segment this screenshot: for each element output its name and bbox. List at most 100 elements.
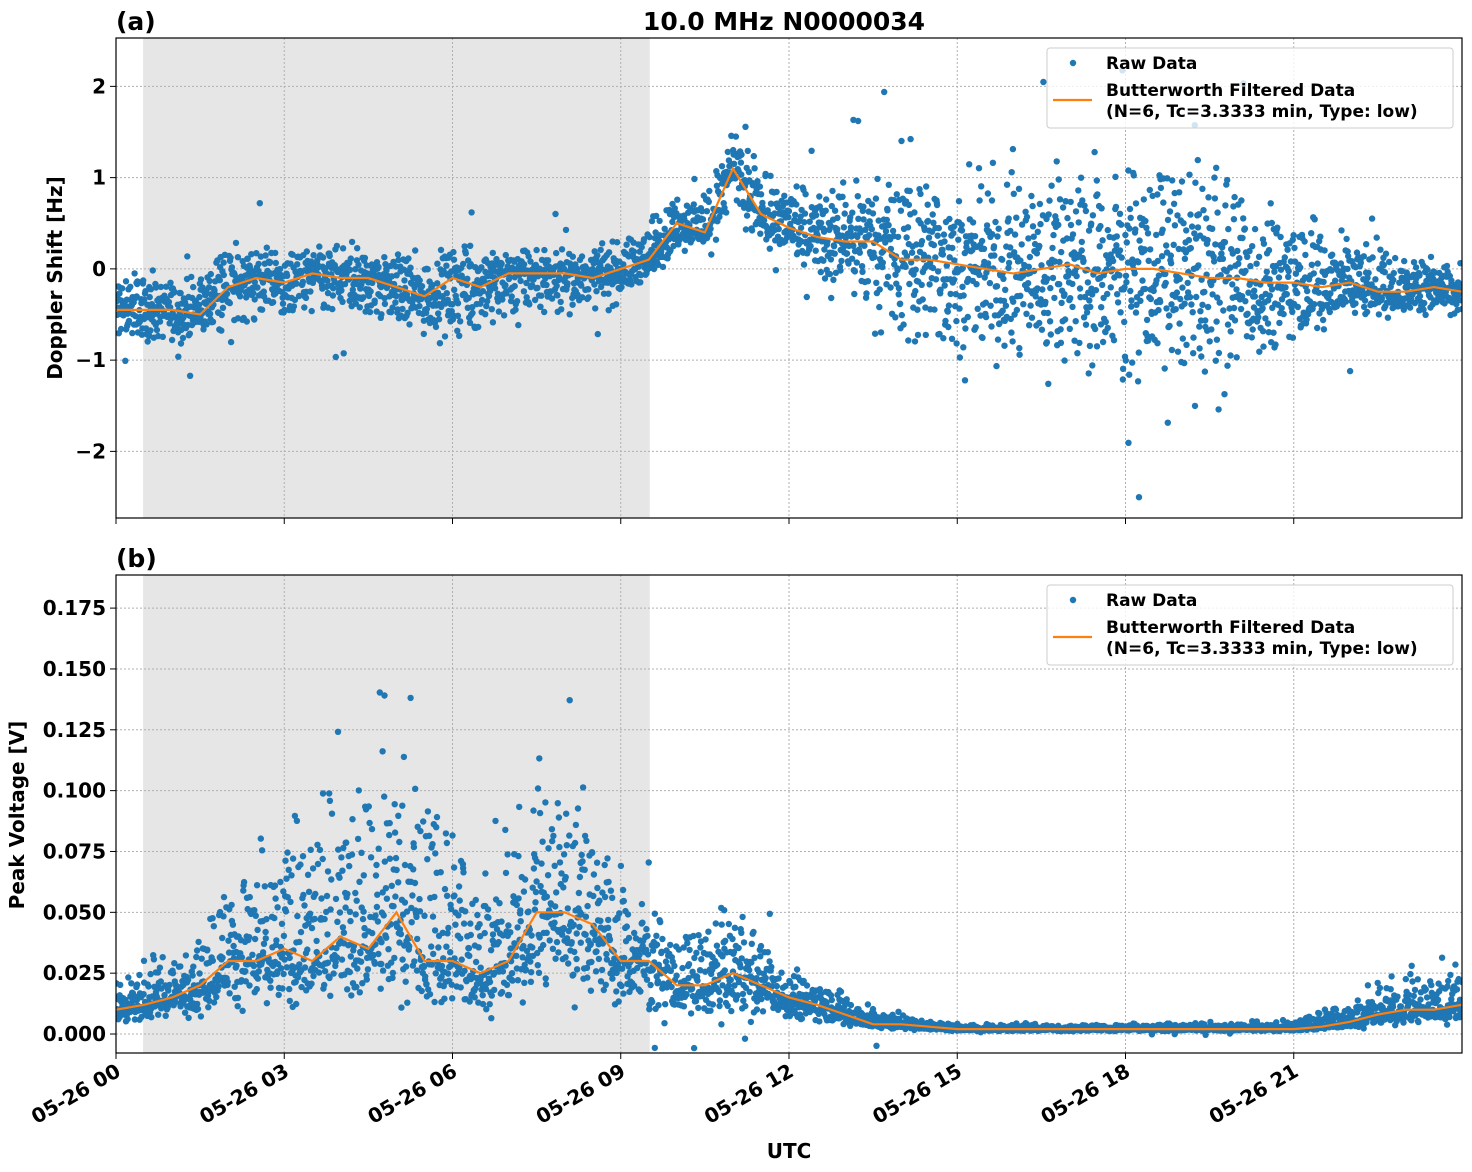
raw-data-point <box>431 998 438 1006</box>
raw-data-point <box>661 225 668 232</box>
raw-data-point <box>286 985 293 993</box>
raw-data-point <box>558 306 565 313</box>
raw-data-point <box>600 986 607 994</box>
raw-data-point <box>757 191 765 198</box>
raw-data-point <box>339 298 346 305</box>
raw-data-point <box>1342 298 1350 305</box>
raw-data-point <box>1112 203 1120 211</box>
raw-data-point <box>619 965 626 972</box>
raw-data-point <box>579 294 586 301</box>
raw-data-point <box>1089 362 1096 369</box>
raw-data-point <box>401 861 409 869</box>
raw-data-point <box>496 900 503 907</box>
raw-data-point <box>168 336 176 344</box>
raw-data-point <box>1319 316 1327 324</box>
raw-data-point <box>808 147 815 154</box>
raw-data-point <box>570 921 577 928</box>
raw-data-point <box>449 312 457 319</box>
raw-data-point <box>281 956 288 963</box>
raw-data-point <box>503 981 511 989</box>
raw-data-point <box>1046 197 1053 204</box>
raw-data-point <box>1121 318 1128 326</box>
raw-data-point <box>1129 256 1136 263</box>
raw-data-point <box>885 222 892 229</box>
raw-data-point <box>605 290 612 297</box>
raw-data-point <box>781 192 788 199</box>
raw-data-point <box>851 290 858 298</box>
raw-data-point <box>342 904 349 911</box>
raw-data-point <box>859 268 866 275</box>
raw-data-point <box>1055 176 1062 183</box>
raw-data-point <box>823 196 830 203</box>
raw-data-point <box>827 222 834 229</box>
raw-data-point <box>467 920 474 927</box>
raw-data-point <box>947 290 954 298</box>
raw-data-point <box>301 902 308 909</box>
raw-data-point <box>469 304 476 311</box>
raw-data-point <box>1196 323 1203 330</box>
raw-data-point <box>604 924 612 931</box>
raw-data-point <box>940 335 947 342</box>
raw-data-point <box>431 893 438 901</box>
raw-data-point <box>738 171 745 178</box>
raw-data-point <box>242 978 249 985</box>
raw-data-point <box>1248 334 1256 341</box>
raw-data-point <box>1344 265 1351 273</box>
raw-data-point <box>658 948 665 955</box>
raw-data-point <box>507 929 514 936</box>
raw-data-point <box>1231 193 1238 201</box>
raw-data-point <box>357 958 365 965</box>
raw-data-point <box>266 259 274 266</box>
raw-data-point <box>1069 303 1076 311</box>
raw-data-point <box>541 246 548 254</box>
raw-data-point <box>1186 171 1193 178</box>
raw-data-point <box>482 985 490 993</box>
raw-data-point <box>159 333 166 340</box>
raw-data-point <box>416 895 423 903</box>
raw-data-point <box>879 259 886 266</box>
raw-data-point <box>1229 281 1236 288</box>
raw-data-point <box>267 977 274 984</box>
raw-data-point <box>582 931 589 938</box>
raw-data-point <box>956 305 963 312</box>
raw-data-point <box>204 946 211 953</box>
raw-data-point <box>727 976 734 984</box>
raw-data-point <box>705 198 712 205</box>
raw-data-point <box>288 872 295 879</box>
raw-data-point <box>1123 279 1130 286</box>
raw-data-point <box>1202 317 1209 324</box>
raw-data-point <box>800 261 808 268</box>
raw-data-point <box>1000 297 1008 305</box>
raw-data-point <box>895 285 903 292</box>
raw-data-point <box>739 913 746 921</box>
raw-data-point <box>552 903 559 910</box>
raw-data-point <box>958 227 966 234</box>
raw-data-point <box>837 267 844 274</box>
raw-data-point <box>1410 259 1418 266</box>
raw-data-point <box>549 837 556 845</box>
raw-data-point <box>233 962 240 969</box>
raw-data-point <box>762 974 769 982</box>
raw-data-point <box>798 238 805 245</box>
raw-data-point <box>262 252 269 259</box>
raw-data-point <box>336 909 344 916</box>
raw-data-point <box>484 906 492 913</box>
raw-data-point <box>227 338 235 346</box>
raw-data-point <box>602 981 609 988</box>
raw-data-point <box>527 978 535 985</box>
raw-data-point <box>1280 310 1287 318</box>
raw-data-point <box>1224 362 1231 369</box>
raw-data-point <box>903 234 910 241</box>
raw-data-point <box>297 861 304 868</box>
raw-data-point <box>1190 350 1197 357</box>
raw-data-point <box>1282 284 1289 291</box>
raw-data-point <box>984 190 992 197</box>
raw-data-point <box>946 215 953 223</box>
raw-data-point <box>210 923 217 930</box>
raw-data-point <box>261 883 268 890</box>
raw-data-point <box>347 255 354 262</box>
raw-data-point <box>772 267 780 274</box>
raw-data-point <box>326 252 333 260</box>
raw-data-point <box>152 284 160 291</box>
raw-data-point <box>534 949 541 957</box>
